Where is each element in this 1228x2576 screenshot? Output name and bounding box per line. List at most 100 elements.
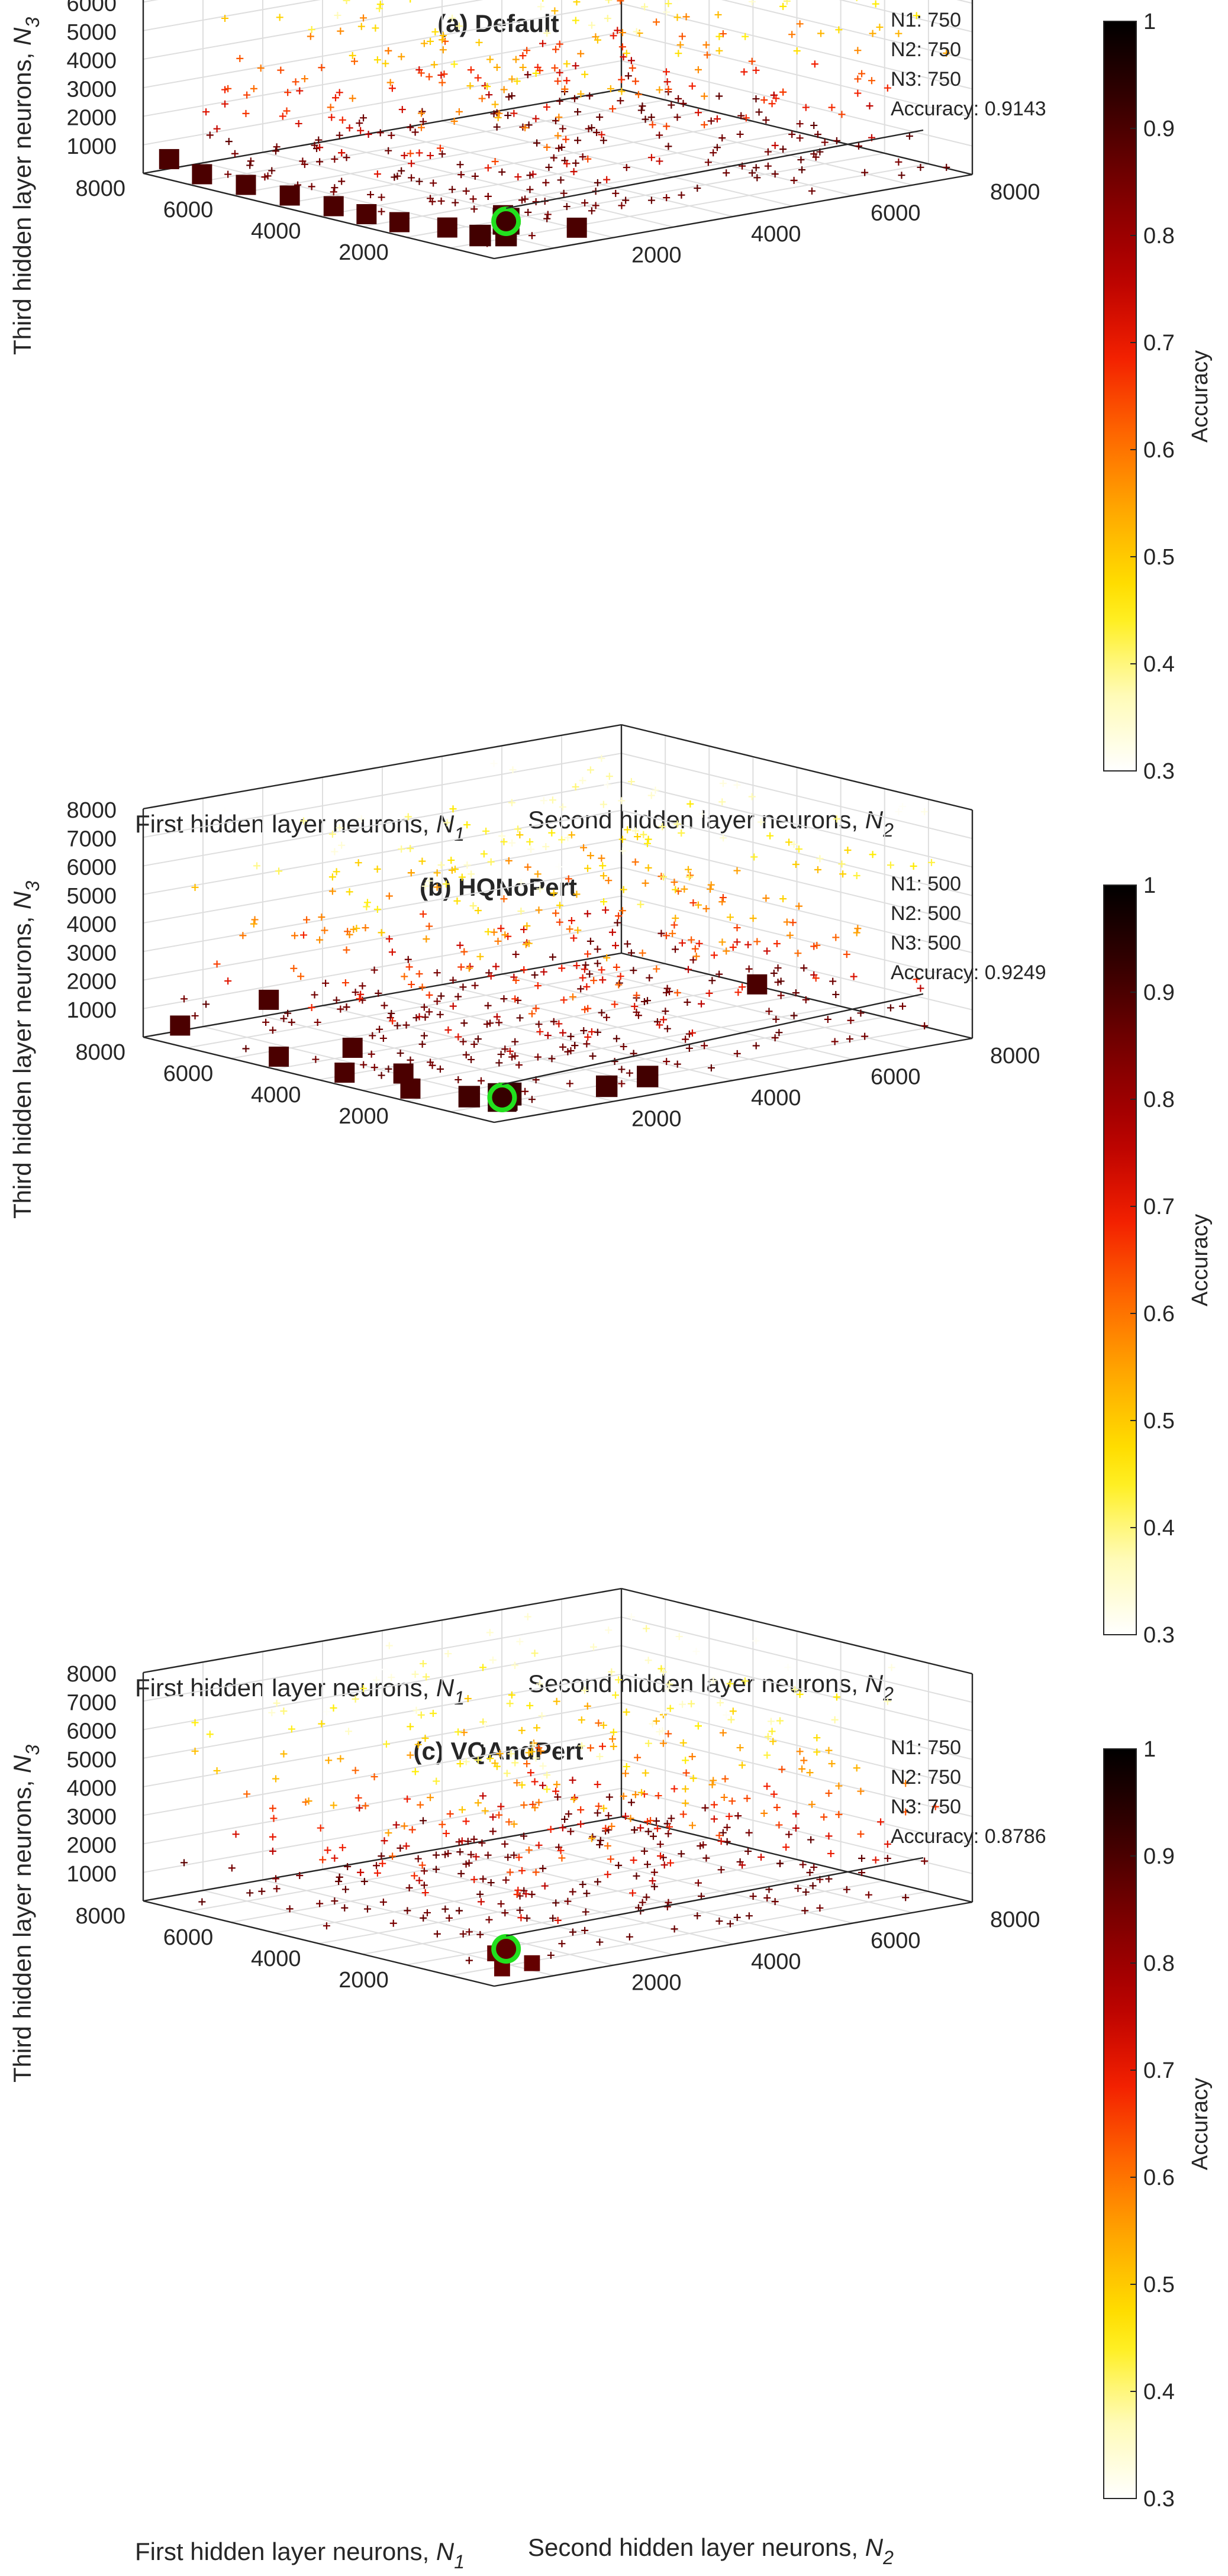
scatter-point <box>516 831 524 839</box>
scatter-point <box>291 932 298 940</box>
colorbar-tick-label: 0.3 <box>1143 759 1175 784</box>
scatter-point <box>634 833 642 841</box>
scatter-point <box>917 984 924 992</box>
scatter-point <box>705 989 713 997</box>
scatter-point <box>531 1778 539 1786</box>
grid-line <box>839 0 973 33</box>
best-point-ring[interactable] <box>491 206 521 236</box>
axis-line <box>143 724 622 810</box>
scatter-point <box>433 998 441 1005</box>
scatter-point <box>418 108 426 115</box>
scatter-point <box>847 1016 855 1024</box>
z-tick-label: 5000 <box>66 1748 117 1773</box>
scatter-point <box>643 1625 650 1632</box>
scatter-point <box>378 208 385 215</box>
scatter-point <box>800 964 808 972</box>
datatip[interactable]: N1: 750 N2: 750 N3: 750 Accuracy: 0.9143 <box>891 9 1046 120</box>
z-tick-label: 6000 <box>66 0 117 17</box>
scatter-point <box>790 841 798 848</box>
scatter-point <box>490 760 498 767</box>
scatter-point <box>417 1801 424 1809</box>
scatter-point <box>449 805 457 813</box>
scatter-point <box>666 1705 674 1712</box>
scatter-point <box>556 902 563 909</box>
axis-line <box>621 1587 973 1675</box>
scatter-point <box>659 823 666 831</box>
scatter-point <box>602 1825 610 1832</box>
scatter-point <box>341 1904 349 1912</box>
scatter-point <box>554 132 562 140</box>
scatter-point <box>288 1018 295 1026</box>
scatter-point <box>433 883 441 891</box>
scatter-point <box>828 104 836 111</box>
scatter-point <box>338 841 346 849</box>
scatter-point <box>824 1015 831 1023</box>
scatter-point <box>486 56 494 63</box>
scatter-point <box>630 967 637 974</box>
scatter-point <box>486 1755 494 1762</box>
scatter-point <box>376 1025 383 1033</box>
scatter-point <box>392 1821 400 1829</box>
scatter-point <box>675 95 682 102</box>
datatip[interactable]: N1: 500 N2: 500 N3: 500 Accuracy: 0.9249 <box>891 873 1046 984</box>
scatter-point <box>521 1087 529 1095</box>
grid-line <box>143 1673 622 1759</box>
scatter-point <box>666 1680 673 1688</box>
best-point-ring[interactable] <box>487 1083 517 1112</box>
scatter-point <box>418 1040 426 1048</box>
scatter-point <box>533 1724 541 1732</box>
datatip[interactable]: N1: 750 N2: 750 N3: 750 Accuracy: 0.8786 <box>891 1736 1046 1848</box>
scatter-point <box>221 807 229 815</box>
scatter-point <box>899 1002 907 1010</box>
scatter-point <box>913 12 920 20</box>
scatter-point <box>508 92 515 99</box>
scatter-point <box>812 153 820 161</box>
scatter-point <box>388 1009 395 1017</box>
scatter-point <box>411 1670 419 1678</box>
scatter-point <box>232 1831 240 1838</box>
scatter-point <box>656 86 663 93</box>
scatter-point <box>440 70 448 78</box>
colorbar: 0.3 0.4 0.5 0.6 0.7 0.8 0.9 1 Accuracy <box>1103 1737 1213 2512</box>
high-accuracy-point <box>393 1063 414 1084</box>
grid-line <box>441 984 794 1071</box>
x-tick-label: 8000 <box>75 176 125 201</box>
scatter-point <box>279 112 286 120</box>
scatter-point <box>574 927 582 934</box>
scatter-point <box>492 963 500 970</box>
z-tick-label: 3000 <box>66 1805 117 1829</box>
scatter-point <box>567 1032 575 1040</box>
scatter-point <box>433 1777 440 1785</box>
scatter-point <box>276 14 283 21</box>
scatter-point <box>524 863 531 871</box>
scatter-point <box>764 162 772 170</box>
scatter-point <box>584 155 592 163</box>
scatter-point <box>884 84 891 92</box>
scatter-point <box>669 929 676 937</box>
scatter-point <box>428 1061 436 1069</box>
scatter-point <box>405 1884 413 1891</box>
scatter-point <box>500 895 508 903</box>
scatter-point <box>525 1846 533 1854</box>
scatter-point <box>401 151 408 159</box>
scatter-point <box>839 870 847 878</box>
colorbar-tick-label: 0.8 <box>1143 224 1175 248</box>
scatter-point <box>850 973 858 980</box>
scatter-point <box>518 1781 526 1789</box>
scatter-point <box>688 1753 696 1760</box>
scatter-point <box>496 1750 504 1758</box>
best-point-ring[interactable] <box>491 1934 521 1964</box>
scatter-point <box>650 1883 658 1890</box>
scatter-point <box>581 966 588 973</box>
scatter-point <box>792 989 800 997</box>
scatter-point <box>402 1842 410 1850</box>
best-point-marker <box>495 1938 517 1960</box>
scatter-point <box>558 836 566 844</box>
scatter-point <box>884 1697 891 1705</box>
scatter-point <box>723 947 730 955</box>
scatter-point <box>657 1852 664 1860</box>
grid-lines <box>143 724 973 1113</box>
scatter-point <box>579 1881 586 1889</box>
high-accuracy-markers <box>159 149 587 247</box>
scatter-point <box>719 1829 727 1836</box>
